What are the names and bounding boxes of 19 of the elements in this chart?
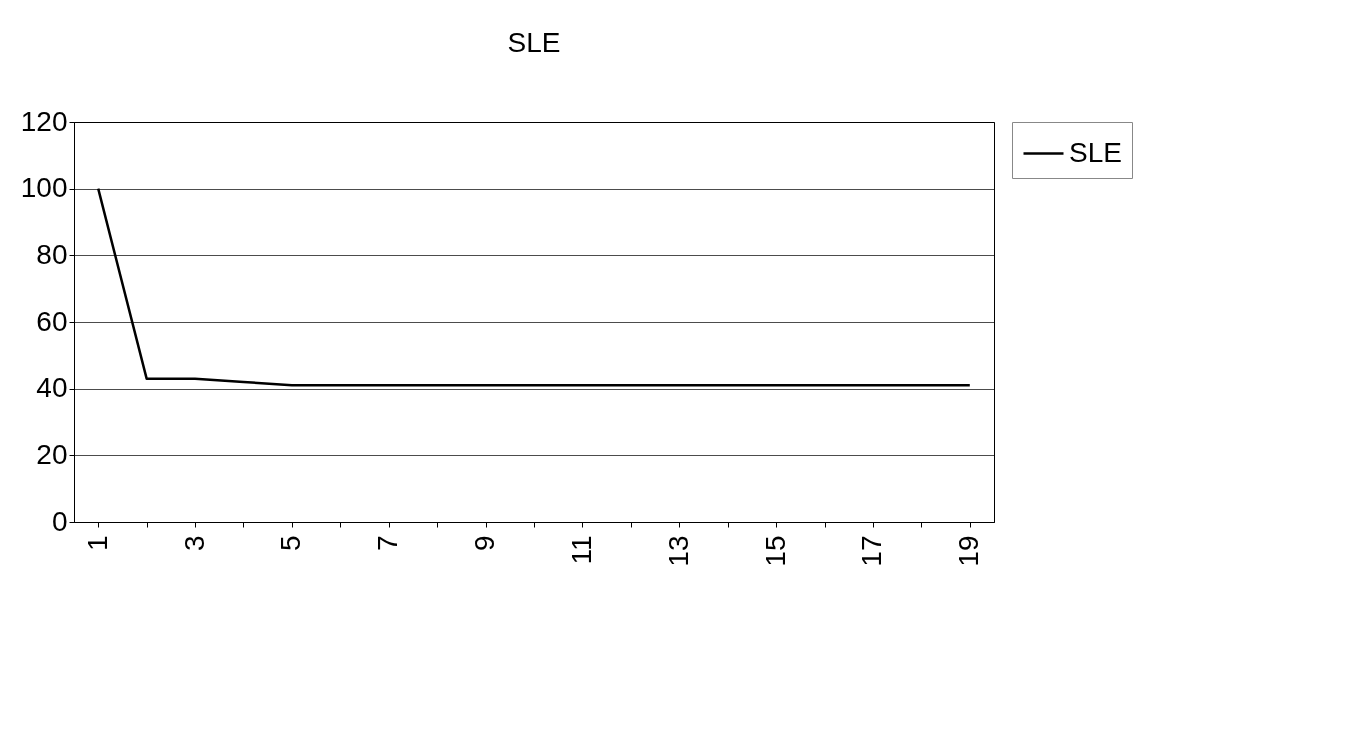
y-tick-label: 0 (51, 505, 68, 537)
y-tick-label: 40 (36, 372, 68, 404)
x-tick-label: 9 (469, 535, 501, 552)
x-tick-label: 13 (662, 535, 694, 567)
y-tick-label: 60 (36, 305, 68, 337)
legend-label: SLE (1069, 136, 1122, 168)
x-tick-label: 7 (372, 535, 404, 552)
x-tick-label: 19 (953, 535, 985, 567)
y-tick-label: 80 (36, 238, 68, 270)
y-tick-label: 100 (20, 172, 68, 204)
x-tick-label: 15 (759, 535, 791, 567)
x-tick-label: 5 (275, 535, 307, 552)
x-tick-label: 17 (856, 535, 888, 567)
x-tick-label: 3 (178, 535, 210, 552)
y-tick-label: 120 (20, 105, 68, 137)
y-tick-label: 20 (36, 438, 68, 470)
x-tick-label: 1 (81, 535, 113, 552)
chart-title: SLE (507, 27, 561, 58)
x-tick-label: 11 (565, 535, 597, 565)
